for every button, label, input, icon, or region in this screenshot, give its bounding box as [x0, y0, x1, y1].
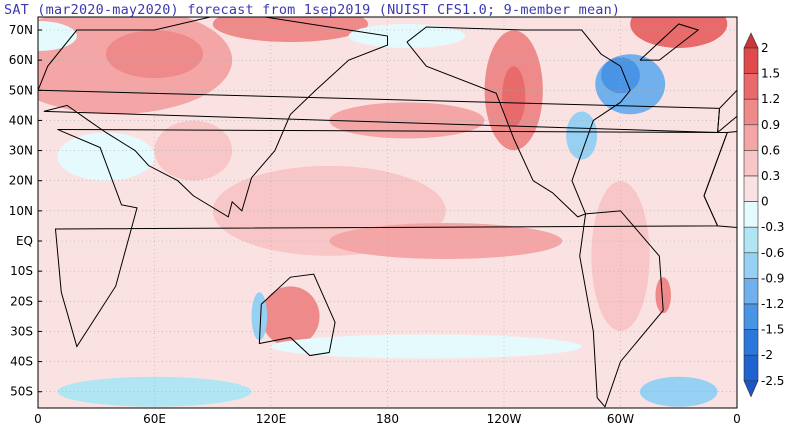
colorbar-segment [743, 124, 759, 151]
anomaly-patch [57, 132, 155, 181]
lon-tick-label: 0 [733, 412, 741, 426]
colorbar-label: -2 [761, 348, 773, 362]
anomaly-patch [601, 57, 640, 94]
colorbar-bottom-arrow [743, 380, 759, 398]
colorbar-label: 0.3 [761, 169, 780, 183]
anomaly-patch [502, 66, 526, 127]
lat-tick-label: 10S [10, 264, 33, 278]
lat-tick-label: 50S [10, 385, 33, 399]
anomaly-field [38, 17, 737, 408]
lon-tick-label: 0 [34, 412, 42, 426]
coastline [579, 210, 664, 408]
anomaly-patch [591, 181, 650, 332]
map-frame [37, 16, 738, 409]
anomaly-patch [348, 24, 466, 49]
lat-tick-label: 40N [9, 113, 33, 127]
colorbar-segment [743, 201, 759, 228]
lat-tick-label: 50N [9, 83, 33, 97]
lat-tick-label: 20S [10, 294, 33, 308]
anomaly-patch [105, 30, 204, 79]
coastline [54, 128, 729, 348]
anomaly-patch [655, 277, 671, 314]
lat-tick-label: 60N [9, 53, 33, 67]
colorbar-label: 0 [761, 195, 769, 209]
colorbar-segment [743, 252, 759, 279]
lon-tick-label: 120E [256, 412, 287, 426]
colorbar-label: -0.3 [761, 220, 784, 234]
anomaly-patch [212, 17, 369, 42]
lat-tick-label: 30N [9, 144, 33, 158]
lon-tick-label: 180 [376, 412, 399, 426]
anomaly-patch [630, 17, 728, 48]
colorbar-segment [743, 226, 759, 254]
coastline [258, 273, 336, 357]
lon-tick-label: 120W [487, 412, 522, 426]
colorbar-segment [743, 303, 759, 330]
colorbar-segment [743, 175, 759, 202]
coastline [639, 23, 700, 61]
lon-tick-label: 60W [607, 412, 634, 426]
map-title: SAT (mar2020-may2020) forecast from 1sep… [4, 2, 621, 18]
colorbar-label: -0.6 [761, 246, 784, 260]
colorbar-label: 0.6 [761, 143, 780, 157]
colorbar-segment [743, 278, 759, 305]
colorbar-label: 1.5 [761, 67, 780, 81]
colorbar: 2 1.5 1.2 0.9 0.6 0.3 0 -0.3 -0.6 -0.9 -1.2 -1.5 -2 -… [743, 32, 784, 398]
anomaly-patch [566, 111, 598, 160]
colorbar-segment [743, 150, 759, 177]
colorbar-label: 0.9 [761, 118, 780, 132]
colorbar-label: -1.5 [761, 323, 784, 337]
lat-tick-label: 30S [10, 324, 33, 338]
anomaly-patch [261, 286, 320, 347]
colorbar-label: -2.5 [761, 374, 784, 388]
anomaly-patch [38, 21, 77, 52]
lat-tick-label: 10N [9, 204, 33, 218]
colorbar-segment [743, 329, 759, 356]
anomaly-patch [329, 223, 563, 259]
anomaly-patch [38, 211, 87, 362]
lat-tick-label: 40S [10, 355, 33, 369]
lat-tick-label: 20N [9, 174, 33, 188]
colorbar-segment [743, 98, 759, 126]
colorbar-label: 2 [761, 41, 769, 55]
colorbar-segment [743, 47, 759, 74]
coastline [38, 17, 721, 218]
lat-tick-label: 70N [9, 23, 33, 37]
anomaly-patch [271, 334, 582, 359]
coastline [406, 26, 631, 218]
colorbar-segment [743, 73, 759, 100]
colorbar-label: -1.2 [761, 297, 784, 311]
lon-tick-label: 60E [143, 412, 166, 426]
colorbar-top-arrow [743, 32, 759, 49]
lat-tick-label: EQ [16, 234, 33, 248]
colorbar-segment [743, 354, 759, 382]
colorbar-label: -0.9 [761, 271, 784, 285]
anomaly-patch [154, 120, 233, 181]
colorbar-label: 1.2 [761, 92, 780, 106]
anomaly-patch [251, 292, 268, 341]
